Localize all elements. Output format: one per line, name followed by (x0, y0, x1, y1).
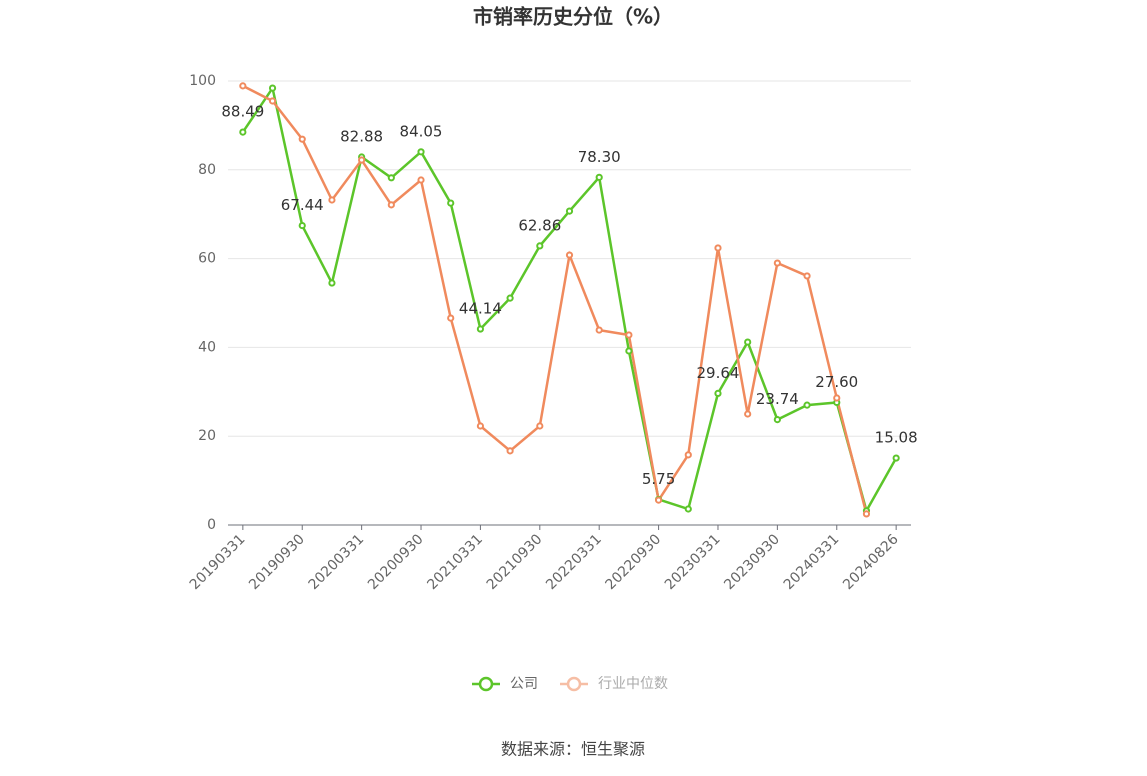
legend-item[interactable]: 行业中位数 (560, 676, 668, 692)
x-tick-label: 20200930 (365, 531, 427, 593)
point (773, 415, 781, 424)
point (476, 325, 485, 333)
legend-marker (566, 676, 582, 692)
point (625, 347, 633, 355)
point (358, 156, 366, 164)
x-tick-label: 20240826 (840, 531, 902, 593)
source: 数据来源：恒生聚源 (501, 740, 645, 759)
point (447, 199, 455, 207)
data-label: 5.75 (642, 470, 675, 488)
point (298, 135, 306, 143)
point (476, 422, 485, 430)
data-label: 27.60 (815, 373, 858, 391)
point (565, 207, 574, 215)
legend-label: 行业中位数 (598, 676, 668, 692)
x-tick-label: 20220930 (603, 531, 665, 593)
point (803, 272, 811, 280)
point (506, 294, 514, 302)
x-tick-label: 20190930 (246, 531, 308, 593)
point (744, 338, 752, 346)
y-tick-label: 20 (198, 428, 216, 444)
point (506, 447, 514, 455)
data-label: 84.05 (400, 122, 443, 140)
point (684, 451, 692, 459)
data-label: 15.08 (875, 429, 918, 447)
point (239, 128, 247, 136)
y-tick-label: 60 (198, 251, 216, 267)
x-tick-label: 20240331 (781, 531, 843, 593)
point (714, 244, 722, 252)
legend-marker (478, 676, 494, 692)
series-line (241, 84, 898, 515)
point (268, 84, 277, 92)
chart-title: 市销率历史分位（%） (473, 5, 673, 29)
point (684, 505, 692, 513)
point (268, 97, 277, 105)
data-label: 62.86 (518, 216, 561, 234)
point (387, 174, 395, 182)
point (328, 279, 336, 287)
data-label: 78.30 (578, 148, 621, 166)
x-tick-label: 20230331 (662, 531, 724, 593)
point (625, 331, 633, 339)
legend-item[interactable]: 公司 (472, 676, 538, 692)
x-tick-label: 20210331 (424, 531, 486, 593)
y-tick-label: 40 (198, 339, 216, 355)
point (565, 251, 574, 259)
point (536, 242, 544, 250)
x-tick-label: 20210930 (484, 531, 546, 593)
x-tick-label: 20230930 (721, 531, 783, 593)
point (892, 454, 900, 462)
x-tick-label: 20190331 (187, 531, 249, 593)
point (803, 401, 811, 409)
point (447, 314, 455, 322)
x-tick-label: 20220331 (543, 531, 605, 593)
point (417, 176, 425, 184)
point (387, 201, 395, 209)
y-tick-label: 100 (189, 73, 216, 89)
point (595, 173, 603, 181)
data-label: 67.44 (281, 196, 324, 214)
point (536, 422, 544, 430)
data-label: 23.74 (756, 390, 799, 408)
y-tick-label: 0 (207, 517, 216, 533)
point (773, 259, 781, 267)
point (862, 510, 871, 518)
point (744, 410, 752, 418)
point (654, 496, 663, 504)
point (298, 221, 306, 230)
point (714, 389, 722, 397)
legend-label: 公司 (510, 676, 538, 692)
point (239, 82, 247, 90)
x-tick-label: 20200331 (306, 531, 368, 593)
series-line (242, 84, 868, 515)
point (328, 196, 336, 204)
data-label: 44.14 (459, 300, 502, 318)
point (833, 394, 841, 402)
data-label: 29.64 (697, 364, 740, 382)
point (417, 148, 425, 156)
point (595, 326, 603, 334)
y-tick-label: 80 (198, 162, 216, 178)
data-label: 82.88 (340, 128, 383, 146)
data-label: 88.49 (221, 103, 264, 121)
